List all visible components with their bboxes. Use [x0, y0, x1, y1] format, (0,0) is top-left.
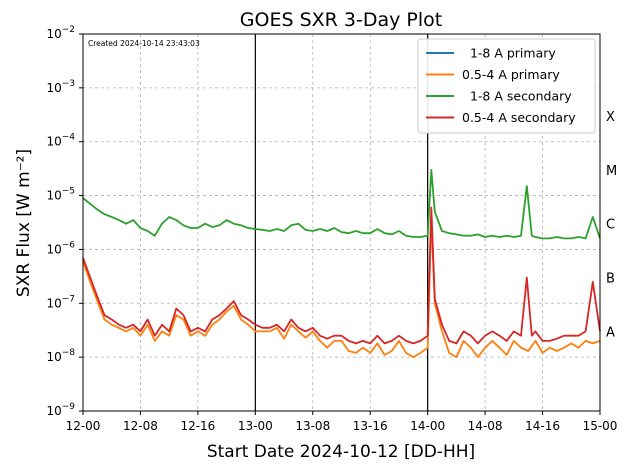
flare-class-label: M [606, 164, 617, 179]
x-tick-label: 13-00 [238, 419, 273, 433]
flare-class-label: X [606, 110, 615, 125]
day-boundary-lines [254, 34, 429, 411]
legend-label: 1-8 A primary [462, 46, 556, 61]
y-tick-label: 10−7 [46, 294, 75, 310]
y-axis-ticks: 10−9 10−8 10−7 10−6 10−5 10−4 10−3 10−2 [46, 25, 83, 418]
legend: 1-8 A primary 0.5-4 A primary 1-8 A secon… [417, 38, 596, 134]
y-tick-label: 10−5 [46, 187, 75, 203]
legend-label: 0.5-4 A primary [462, 67, 560, 82]
series-lines [82, 169, 601, 358]
y-axis-label: SXR Flux [W m⁻²] [14, 149, 34, 297]
series-line [82, 216, 601, 358]
x-tick-label: 12-00 [66, 419, 101, 433]
legend-label: 0.5-4 A secondary [462, 110, 576, 125]
flare-class-label: C [606, 218, 615, 233]
legend-label: 1-8 A secondary [462, 89, 572, 104]
y-tick-label: 10−2 [46, 25, 75, 41]
x-axis-ticks: 12-00 12-08 12-16 13-00 13-08 13-16 14-00 14-08… [66, 411, 618, 433]
legend-box [417, 38, 596, 134]
y-tick-label: 10−8 [46, 348, 75, 364]
x-tick-label: 13-08 [295, 419, 330, 433]
created-note: Created 2024-10-14 23:43:03 [88, 39, 200, 48]
x-tick-label: 12-16 [180, 419, 215, 433]
x-tick-label: 13-16 [353, 419, 388, 433]
x-tick-label: 15-00 [583, 419, 618, 433]
x-axis-label: Start Date 2024-10-12 [DD-HH] [207, 442, 475, 462]
flare-class-label: B [606, 272, 615, 287]
series-line [82, 206, 601, 345]
x-tick-label: 14-16 [525, 419, 560, 433]
x-tick-label: 12-08 [123, 419, 158, 433]
x-tick-label: 14-08 [468, 419, 503, 433]
y-tick-label: 10−4 [46, 133, 75, 149]
plot-frame [82, 33, 601, 412]
series-line [82, 169, 601, 240]
flare-class-label: A [606, 325, 615, 340]
flare-class-labels: A B C M X [606, 110, 617, 340]
chart-title: GOES SXR 3-Day Plot [240, 9, 442, 31]
y-tick-label: 10−6 [46, 240, 75, 256]
y-tick-label: 10−9 [46, 402, 75, 418]
y-tick-label: 10−3 [46, 79, 75, 95]
x-tick-label: 14-00 [410, 419, 445, 433]
